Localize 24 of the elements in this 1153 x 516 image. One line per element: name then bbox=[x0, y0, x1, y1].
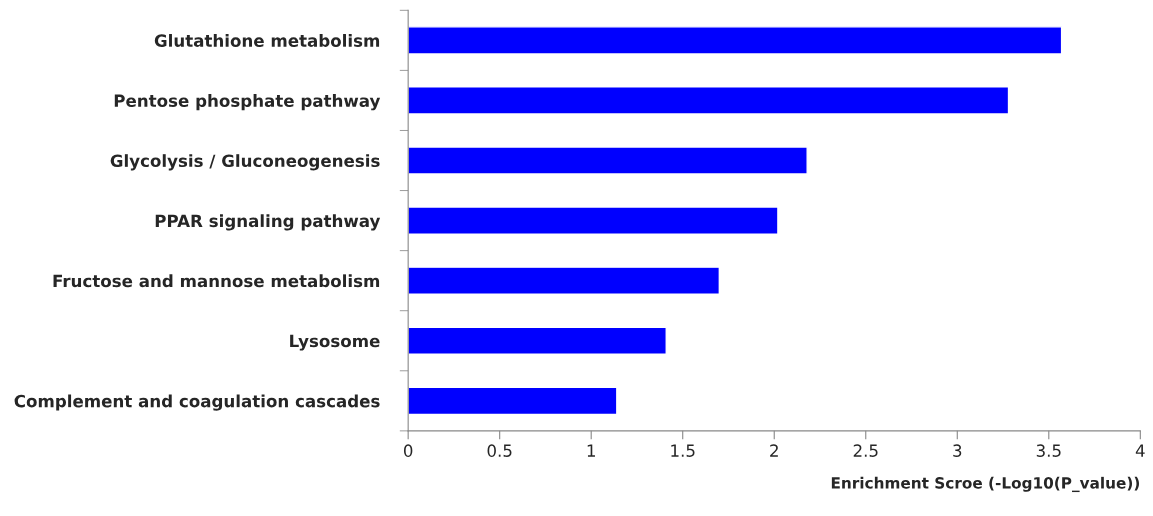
bar bbox=[408, 266, 721, 295]
bar bbox=[408, 86, 1010, 115]
x-tick-label: 1.5 bbox=[671, 444, 695, 457]
y-tick-label: Fructose and mannose metabolism bbox=[53, 274, 380, 288]
bar bbox=[408, 146, 808, 175]
x-tick-label: 4 bbox=[1135, 444, 1145, 457]
y-tick-label: Pentose phosphate pathway bbox=[114, 94, 381, 111]
x-axis-title: Enrichment Scroe (-Log10(P_value)) bbox=[831, 476, 1139, 493]
bar bbox=[408, 386, 618, 416]
y-tick-label: PPAR signaling pathway bbox=[155, 214, 381, 231]
y-tick-label: Lysosome bbox=[290, 334, 380, 351]
x-tick-label: 3 bbox=[953, 444, 962, 457]
x-tick-label: 2 bbox=[770, 444, 778, 457]
x-tick-label: 0.5 bbox=[487, 444, 512, 457]
bar bbox=[408, 206, 779, 235]
bar bbox=[408, 26, 1063, 55]
x-tick-label: 3.5 bbox=[1036, 444, 1061, 457]
y-tick-label: Glutathione metabolism bbox=[154, 34, 380, 47]
x-tick-label: 2.5 bbox=[853, 444, 878, 457]
x-tick-label: 0 bbox=[403, 444, 413, 457]
bar bbox=[408, 326, 667, 355]
y-tick-label: Glycolysis / Gluconeogenesis bbox=[110, 154, 380, 171]
y-tick-label: Complement and coagulation cascades bbox=[14, 394, 380, 411]
x-tick-label: 1 bbox=[587, 444, 595, 457]
